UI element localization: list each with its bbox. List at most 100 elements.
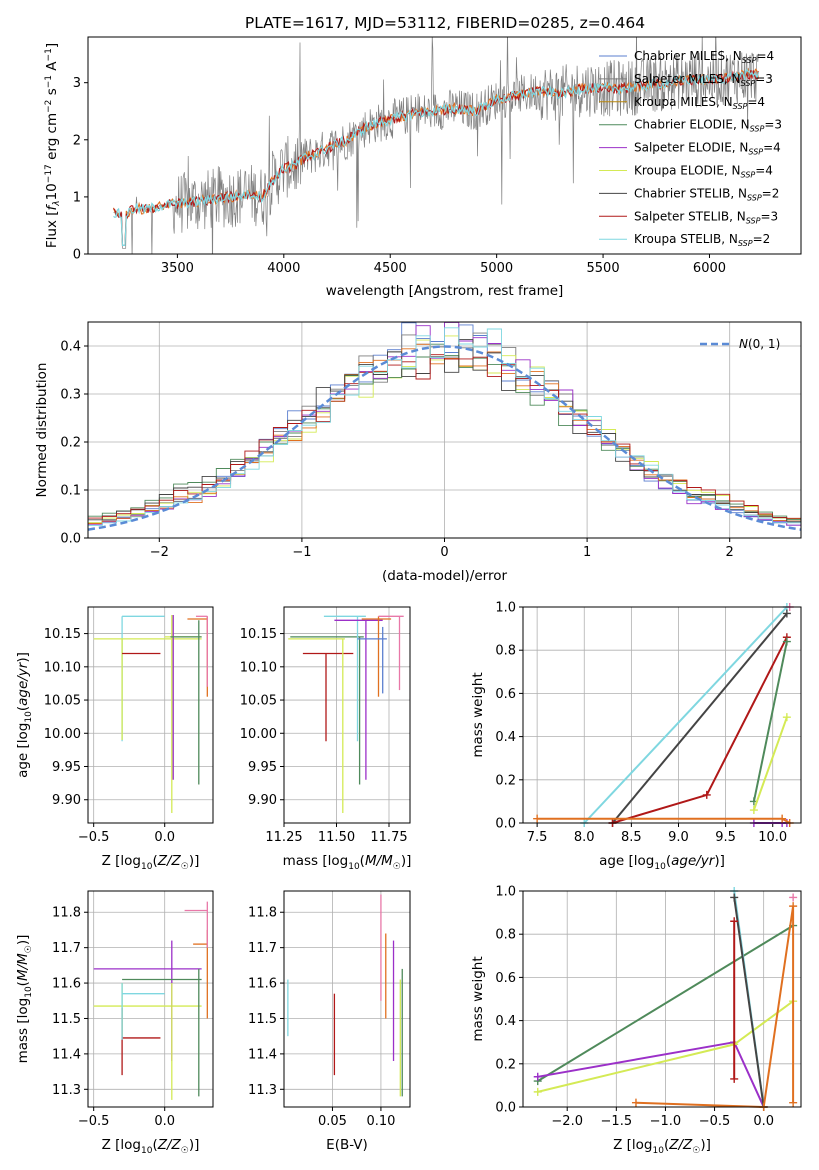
spectrum-ytick-label: 0	[73, 248, 81, 263]
weight-age-series-line	[752, 641, 788, 802]
weight-z-marker	[533, 1072, 542, 1081]
weight-z-xtick-label: −1.0	[650, 1114, 682, 1129]
histogram-plot-area	[88, 322, 801, 531]
weight-z-marker	[730, 917, 739, 926]
spectrum-ytick-label: 3	[73, 76, 81, 91]
spectrum-xlabel: wavelength [Angstrom, rest frame]	[326, 283, 564, 299]
histogram-xtick-label: 2	[726, 545, 734, 560]
weight-z-marker	[730, 1074, 739, 1083]
legend-label: Salpeter STELIB, NSSP=3	[634, 209, 778, 225]
weight-age-ytick-label: 0.6	[495, 687, 516, 702]
age-mass-frame	[283, 606, 411, 824]
weight-z-marker	[789, 893, 798, 902]
histogram-ylabel: Normed distribution	[34, 363, 50, 498]
weight-age-ylabel: mass weight	[470, 672, 486, 757]
age-mass-ytick-label: 9.90	[248, 793, 277, 808]
weight-age-marker	[749, 806, 758, 815]
age-mass-ytick-label: 10.10	[240, 660, 277, 675]
weight-z-series-line	[635, 905, 795, 1109]
age-mass-ytick-label: 9.95	[248, 760, 277, 775]
weight-z-series-line	[537, 924, 794, 1082]
mass-ebv-ytick-label: 11.7	[248, 941, 277, 956]
histogram-step	[88, 327, 801, 528]
weight-age-series-line	[752, 716, 788, 811]
mass-ebv-ytick-label: 11.4	[248, 1047, 277, 1062]
weight-age-frame	[522, 606, 802, 824]
chart-layer: 3500 4000 4500 5000 5500 6000 0 1 2 3 wavelength […	[15, 36, 802, 1156]
weight-z-frame	[522, 890, 802, 1108]
age-mass-ytick-label: 10.05	[240, 694, 277, 709]
weight-z-xlabel: Z [log10(Z/Z☉)]	[613, 1137, 711, 1156]
weight-age-series-line	[611, 612, 788, 824]
spectrum-xtick-label: 4500	[374, 261, 407, 276]
weight-age-marker	[782, 713, 791, 722]
weight-age-marker	[702, 790, 711, 799]
mass-ebv-xtick-label: 0.05	[318, 1114, 347, 1129]
weight-z-ylabel: mass weight	[470, 956, 486, 1041]
weight-age-ytick-label: 1.0	[495, 601, 516, 616]
spectrum-xtick-label: 6000	[693, 261, 726, 276]
weight-z-ytick-label: 0.4	[495, 1014, 516, 1029]
histogram-ytick-label: 0.3	[60, 388, 81, 403]
weight-z-marker	[789, 1098, 798, 1107]
weight-age-xtick-label: 8.0	[574, 830, 595, 845]
weight-age-marker	[782, 609, 791, 618]
weight-age-marker	[533, 814, 542, 823]
legend-label: Kroupa ELODIE, NSSP=4	[634, 164, 773, 180]
weight-z-marker	[730, 893, 739, 902]
spectrum-xtick-label: 5500	[587, 261, 620, 276]
age-z-ytick-label: 10.10	[44, 660, 81, 675]
mass-ebv-xtick-label: 0.10	[366, 1114, 395, 1129]
weight-z-ytick-label: 0.8	[495, 928, 516, 943]
mass-z-ytick-label: 11.8	[52, 906, 81, 921]
weight-age-ytick-label: 0.2	[495, 773, 516, 788]
age-mass-ytick-label: 10.15	[240, 627, 277, 642]
weight-z-series-line	[733, 897, 765, 1108]
weight-z-xtick-label: −2.0	[551, 1114, 583, 1129]
weight-age-xtick-label: 9.0	[668, 830, 689, 845]
weight-age-marker	[782, 637, 791, 646]
weight-age-series-line	[583, 606, 788, 824]
age-mass-xtick-label: 11.25	[265, 830, 302, 845]
mass-z-ytick-label: 11.6	[52, 977, 81, 992]
weight-age-xlabel: age [log10(age/yr)]	[599, 853, 725, 872]
histogram-ytick-label: 0.0	[60, 532, 81, 547]
weight-z-marker	[631, 1098, 640, 1107]
weight-age-xtick-label: 8.5	[621, 830, 642, 845]
weight-z-xtick-label: −0.5	[699, 1114, 731, 1129]
legend-label: Salpeter ELODIE, NSSP=4	[634, 141, 781, 157]
weight-z-ytick-label: 0.0	[495, 1101, 516, 1116]
legend-label: Kroupa MILES, NSSP=4	[634, 95, 765, 111]
age-z-ytick-label: 10.00	[44, 727, 81, 742]
spectrum-xtick-label: 3500	[161, 261, 194, 276]
age-z-frame	[87, 606, 214, 824]
mass-ebv-ytick-label: 11.8	[248, 906, 277, 921]
age-z-xtick-label: −0.5	[78, 830, 110, 845]
weight-age-ytick-label: 0.0	[495, 817, 516, 832]
mass-ebv-ytick-label: 11.6	[248, 977, 277, 992]
weight-age-xtick-label: 10.0	[758, 830, 787, 845]
legend-label: Kroupa STELIB, NSSP=2	[634, 232, 770, 248]
age-z-xlabel: Z [log10(Z/Z☉)]	[102, 853, 200, 872]
legend-label: Chabrier STELIB, NSSP=2	[634, 186, 779, 202]
mass-ebv-ytick-label: 11.3	[248, 1083, 277, 1098]
mass-ebv-frame	[283, 890, 411, 1108]
mass-z-ytick-label: 11.4	[52, 1047, 81, 1062]
histogram-ytick-label: 0.1	[60, 484, 81, 499]
mass-z-xtick-label: −0.5	[78, 1114, 110, 1129]
weight-age-ytick-label: 0.4	[495, 730, 516, 745]
mass-z-xtick-label: 0.0	[154, 1114, 175, 1129]
weight-z-marker	[789, 902, 798, 911]
weight-z-marker	[533, 1087, 542, 1096]
weight-age-marker	[778, 814, 787, 823]
mass-z-ylabel: mass [log10(M/M☉)]	[15, 935, 34, 1064]
mass-z-ytick-label: 11.5	[52, 1012, 81, 1027]
weight-age-xtick-label: 7.5	[527, 830, 548, 845]
mass-ebv-xlabel: E(B-V)	[326, 1137, 368, 1153]
histogram-frame	[87, 321, 802, 539]
age-z-ytick-label: 10.15	[44, 627, 81, 642]
mass-ebv-ytick-label: 11.5	[248, 1012, 277, 1027]
histogram-ytick-label: 0.2	[60, 436, 81, 451]
histogram-legend-label: N(0, 1)	[739, 337, 780, 351]
